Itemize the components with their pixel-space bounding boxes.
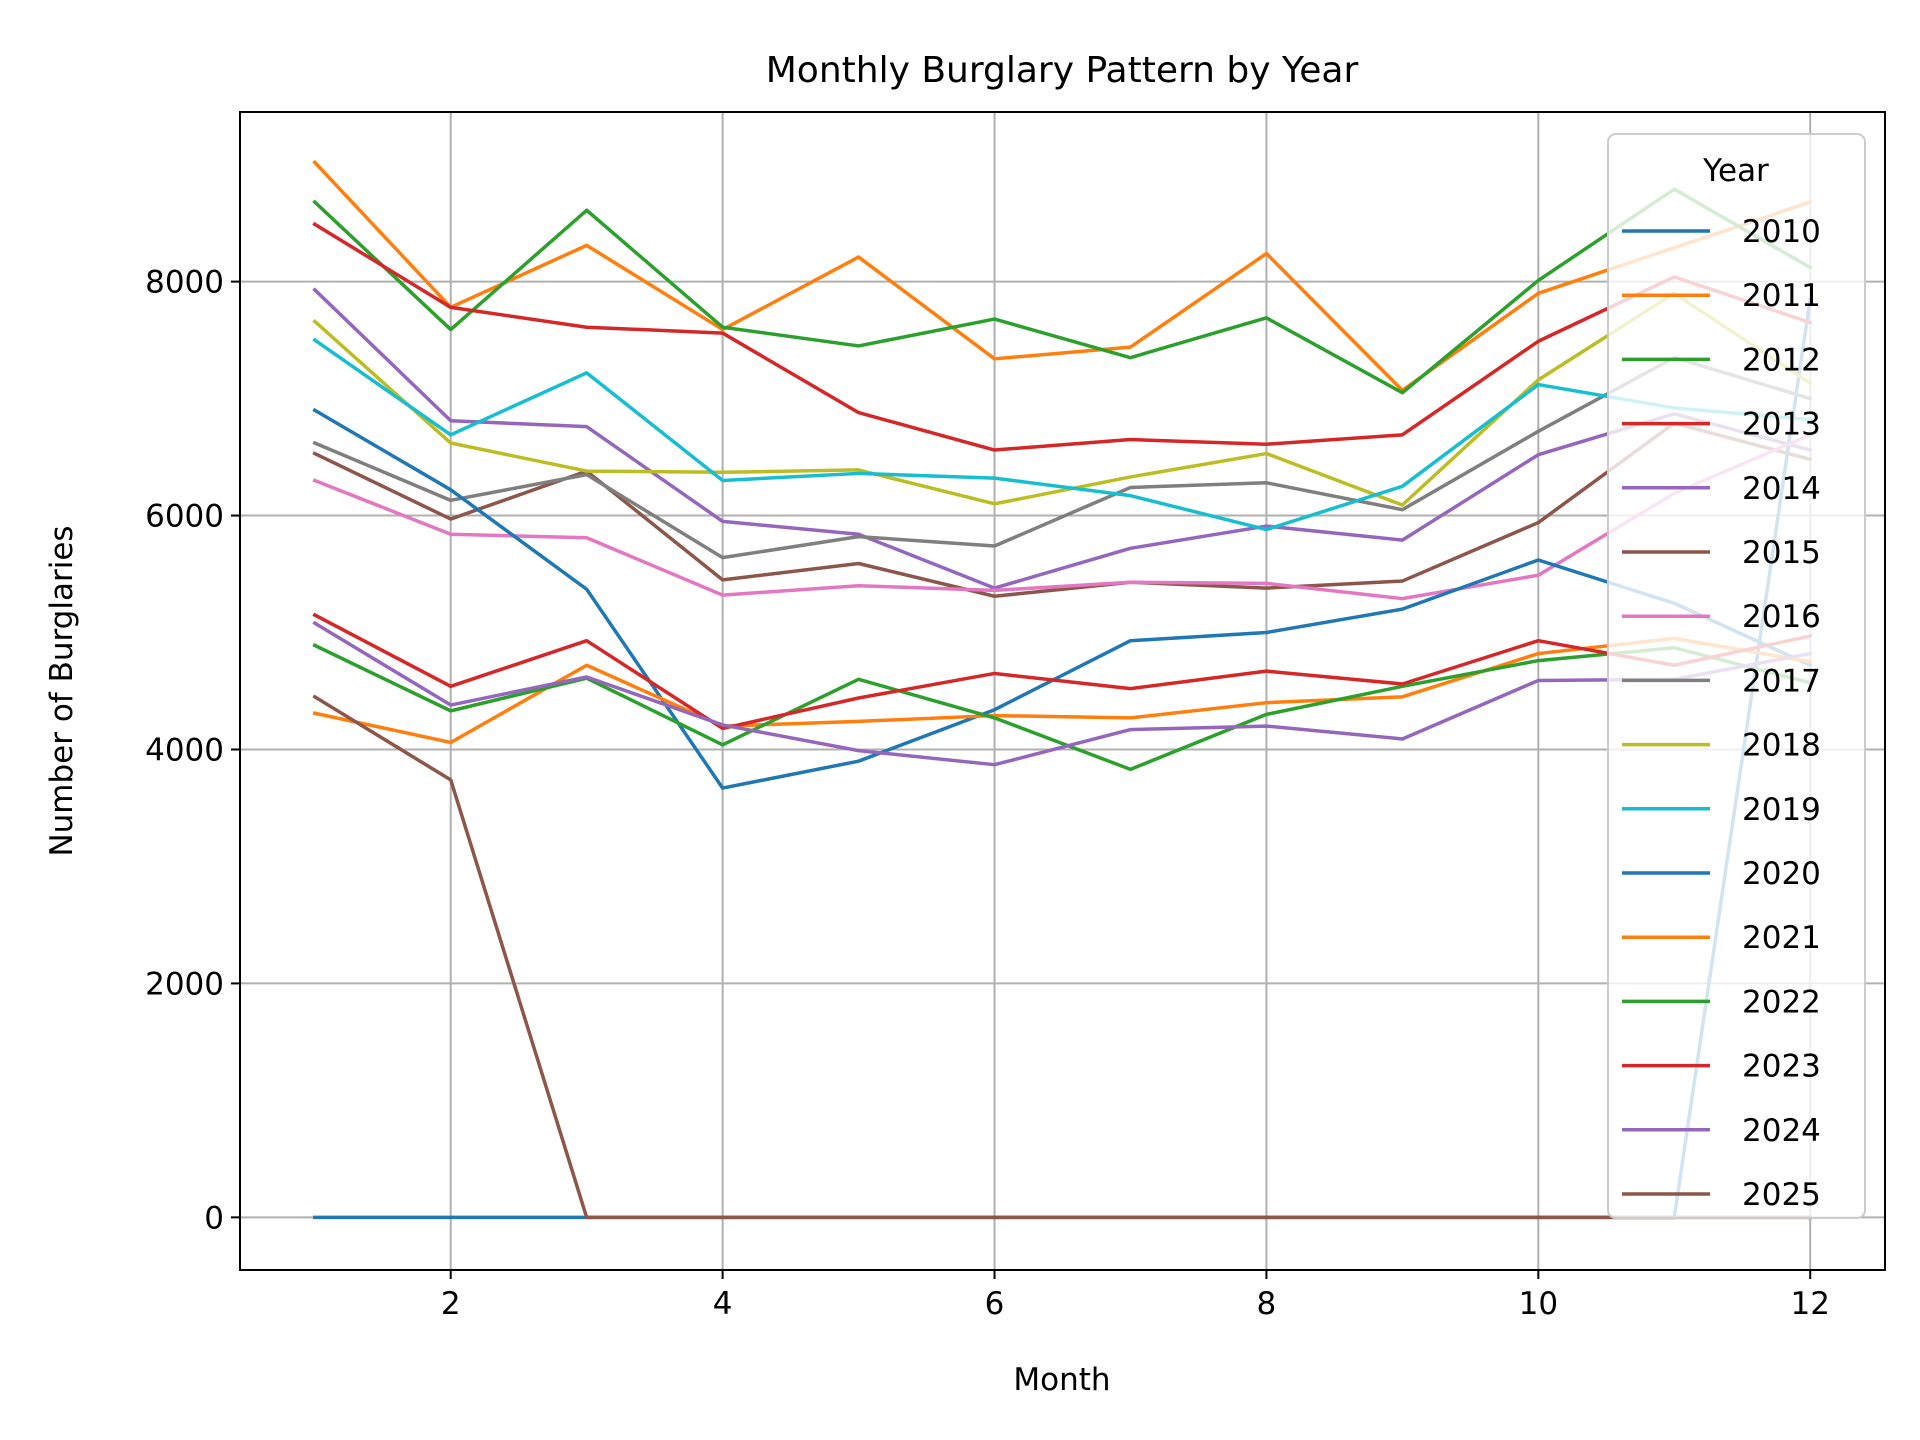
legend-label-2012: 2012 — [1742, 342, 1821, 378]
legend-label-2014: 2014 — [1742, 471, 1821, 507]
y-tick-label: 6000 — [145, 499, 224, 535]
series-lines — [312, 159, 1813, 1220]
legend-label-2024: 2024 — [1742, 1113, 1821, 1149]
axis-ticks: 2 4 6 8 10 12 0 2000 4000 6000 8000 — [145, 265, 1830, 1322]
legend-label-2010: 2010 — [1742, 214, 1821, 250]
legend-label-2011: 2011 — [1742, 278, 1821, 314]
legend-title: Year — [1702, 153, 1769, 189]
series-line-2023 — [312, 612, 1813, 731]
legend-label-2022: 2022 — [1742, 984, 1821, 1020]
x-tick-label: 2 — [441, 1286, 461, 1322]
legend-label-2015: 2015 — [1742, 535, 1821, 571]
series-line-2019 — [312, 337, 1813, 532]
y-tick-label: 0 — [204, 1200, 224, 1236]
series-line-2018 — [312, 291, 1813, 507]
y-tick-label: 4000 — [145, 732, 224, 768]
chart-title: Monthly Burglary Pattern by Year — [766, 50, 1359, 91]
series-line-2013 — [312, 221, 1813, 452]
series-line-2021 — [312, 636, 1813, 745]
legend-label-2019: 2019 — [1742, 792, 1821, 828]
legend-label-2013: 2013 — [1742, 407, 1821, 443]
legend: Year 20102011201220132014201520162017201… — [1607, 133, 1866, 1219]
legend-label-2023: 2023 — [1742, 1049, 1821, 1085]
series-line-2022 — [312, 643, 1813, 772]
x-tick-label: 10 — [1519, 1286, 1558, 1322]
legend-box — [1607, 133, 1866, 1219]
legend-label-2018: 2018 — [1742, 728, 1821, 764]
x-tick-label: 12 — [1791, 1286, 1830, 1322]
legend-label-2017: 2017 — [1742, 663, 1821, 699]
legend-label-2020: 2020 — [1742, 856, 1821, 892]
legend-items: 2010 2011 2012 2013 2014 2015 2016 2017 2018 2019… — [1622, 214, 1821, 1213]
series-line-2025 — [312, 694, 1812, 1220]
x-tick-label: 4 — [713, 1286, 733, 1322]
legend-label-2021: 2021 — [1742, 920, 1821, 956]
series-line-2014 — [312, 287, 1813, 590]
y-tick-label: 2000 — [145, 966, 224, 1002]
series-line-2011 — [312, 159, 1813, 393]
x-tick-label: 8 — [1257, 1286, 1277, 1322]
y-tick-label: 8000 — [145, 265, 224, 301]
series-line-2016 — [312, 432, 1813, 601]
series-line-2017 — [312, 355, 1813, 560]
x-axis-label: Month — [1013, 1362, 1110, 1398]
series-line-2024 — [312, 620, 1813, 767]
y-axis-label: Number of Burglaries — [44, 525, 80, 856]
series-line-2020 — [312, 407, 1813, 790]
x-tick-label: 6 — [985, 1286, 1005, 1322]
plot-area-frame — [239, 111, 1886, 1271]
series-line-2012 — [312, 187, 1813, 395]
legend-label-2016: 2016 — [1742, 599, 1821, 635]
legend-label-2025: 2025 — [1742, 1177, 1821, 1213]
